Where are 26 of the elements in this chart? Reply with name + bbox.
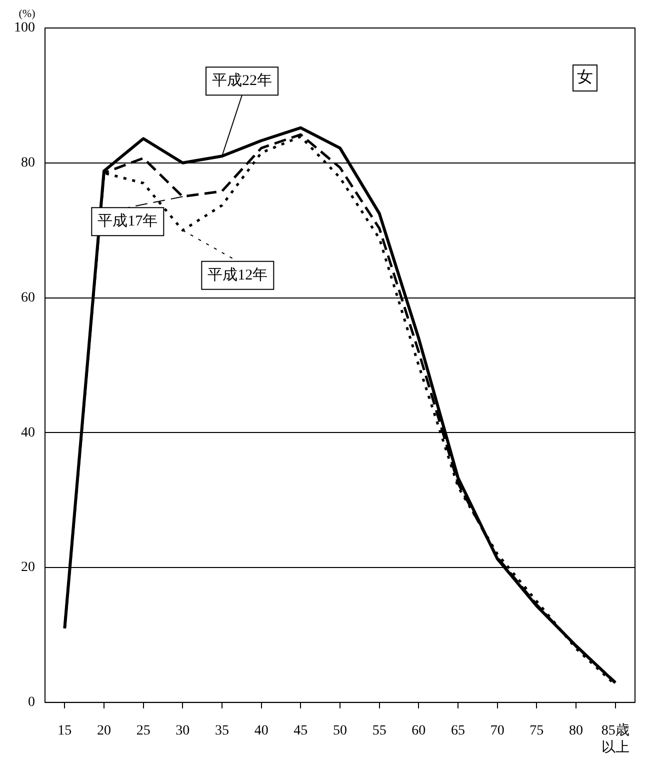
x-tick-label: 20	[97, 723, 111, 738]
x-tick-label: 65	[451, 723, 465, 738]
legend-label: 平成12年	[208, 266, 268, 284]
y-tick-label: 20	[21, 560, 35, 576]
y-tick-label: 100	[14, 20, 35, 36]
y-axis-title: (%)	[18, 8, 36, 20]
x-tick-label: 40	[254, 723, 268, 738]
text: 平成22年	[212, 72, 272, 90]
y-tick-label: 80	[21, 156, 35, 171]
y-tick-label: 40	[21, 425, 35, 440]
x-tick-label: 60	[412, 723, 426, 738]
x-tick-label: 45	[294, 723, 308, 738]
x-tick-label: 75	[530, 723, 544, 738]
x-tick-label: 15	[58, 723, 72, 738]
x-tick-label: 70	[490, 723, 504, 738]
x-tick-label: 50	[333, 723, 347, 738]
y-tick-label: 60	[21, 290, 35, 306]
x-tick-label: 85歳以上	[601, 722, 630, 756]
x-tick-label: 25	[136, 723, 150, 738]
legend-label: 平成17年	[98, 212, 158, 230]
annotation: 女	[577, 69, 593, 86]
x-tick-label: 30	[176, 723, 190, 738]
x-tick-label: 35	[215, 723, 229, 738]
y-tick-label: 0	[28, 695, 35, 710]
x-tick-label: 80	[569, 723, 583, 738]
x-tick-label: 55	[372, 723, 386, 738]
